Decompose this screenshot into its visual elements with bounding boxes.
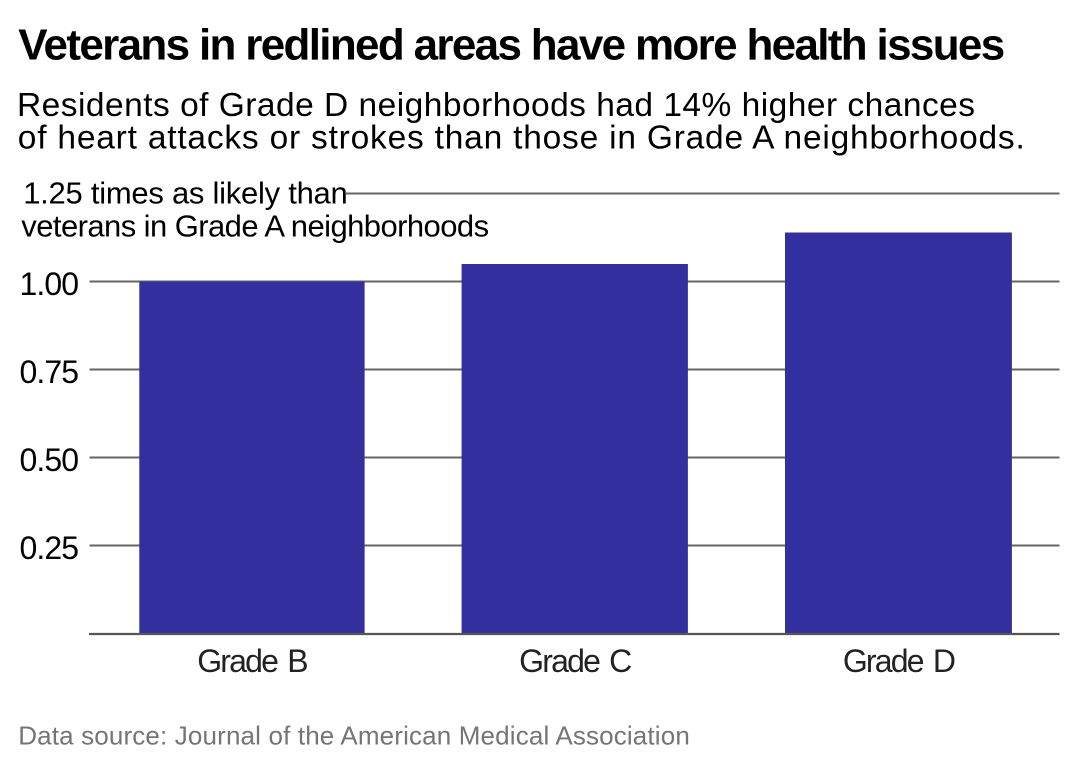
svg-text:Grade D: Grade D	[843, 643, 955, 679]
svg-text:Residents of Grade D neighborh: Residents of Grade D neighborhoods had 1…	[17, 87, 976, 124]
svg-text:veterans in Grade A neighborho: veterans in Grade A neighborhoods	[21, 209, 488, 244]
svg-text:1.25 times as likely than: 1.25 times as likely than	[23, 175, 347, 210]
svg-text:Grade B: Grade B	[197, 643, 307, 679]
svg-text:Data source: Journal of the Am: Data source: Journal of the American Med…	[18, 720, 690, 750]
svg-text:0.50: 0.50	[20, 442, 79, 478]
svg-text:0.25: 0.25	[20, 530, 79, 566]
svg-text:1.00: 1.00	[20, 266, 79, 302]
svg-text:0.75: 0.75	[20, 354, 79, 390]
svg-text:of heart attacks or strokes th: of heart attacks or strokes than those i…	[18, 120, 1026, 157]
svg-text:Grade C: Grade C	[519, 643, 631, 679]
svg-text:Veterans in redlined areas hav: Veterans in redlined areas have more hea…	[18, 21, 1003, 70]
